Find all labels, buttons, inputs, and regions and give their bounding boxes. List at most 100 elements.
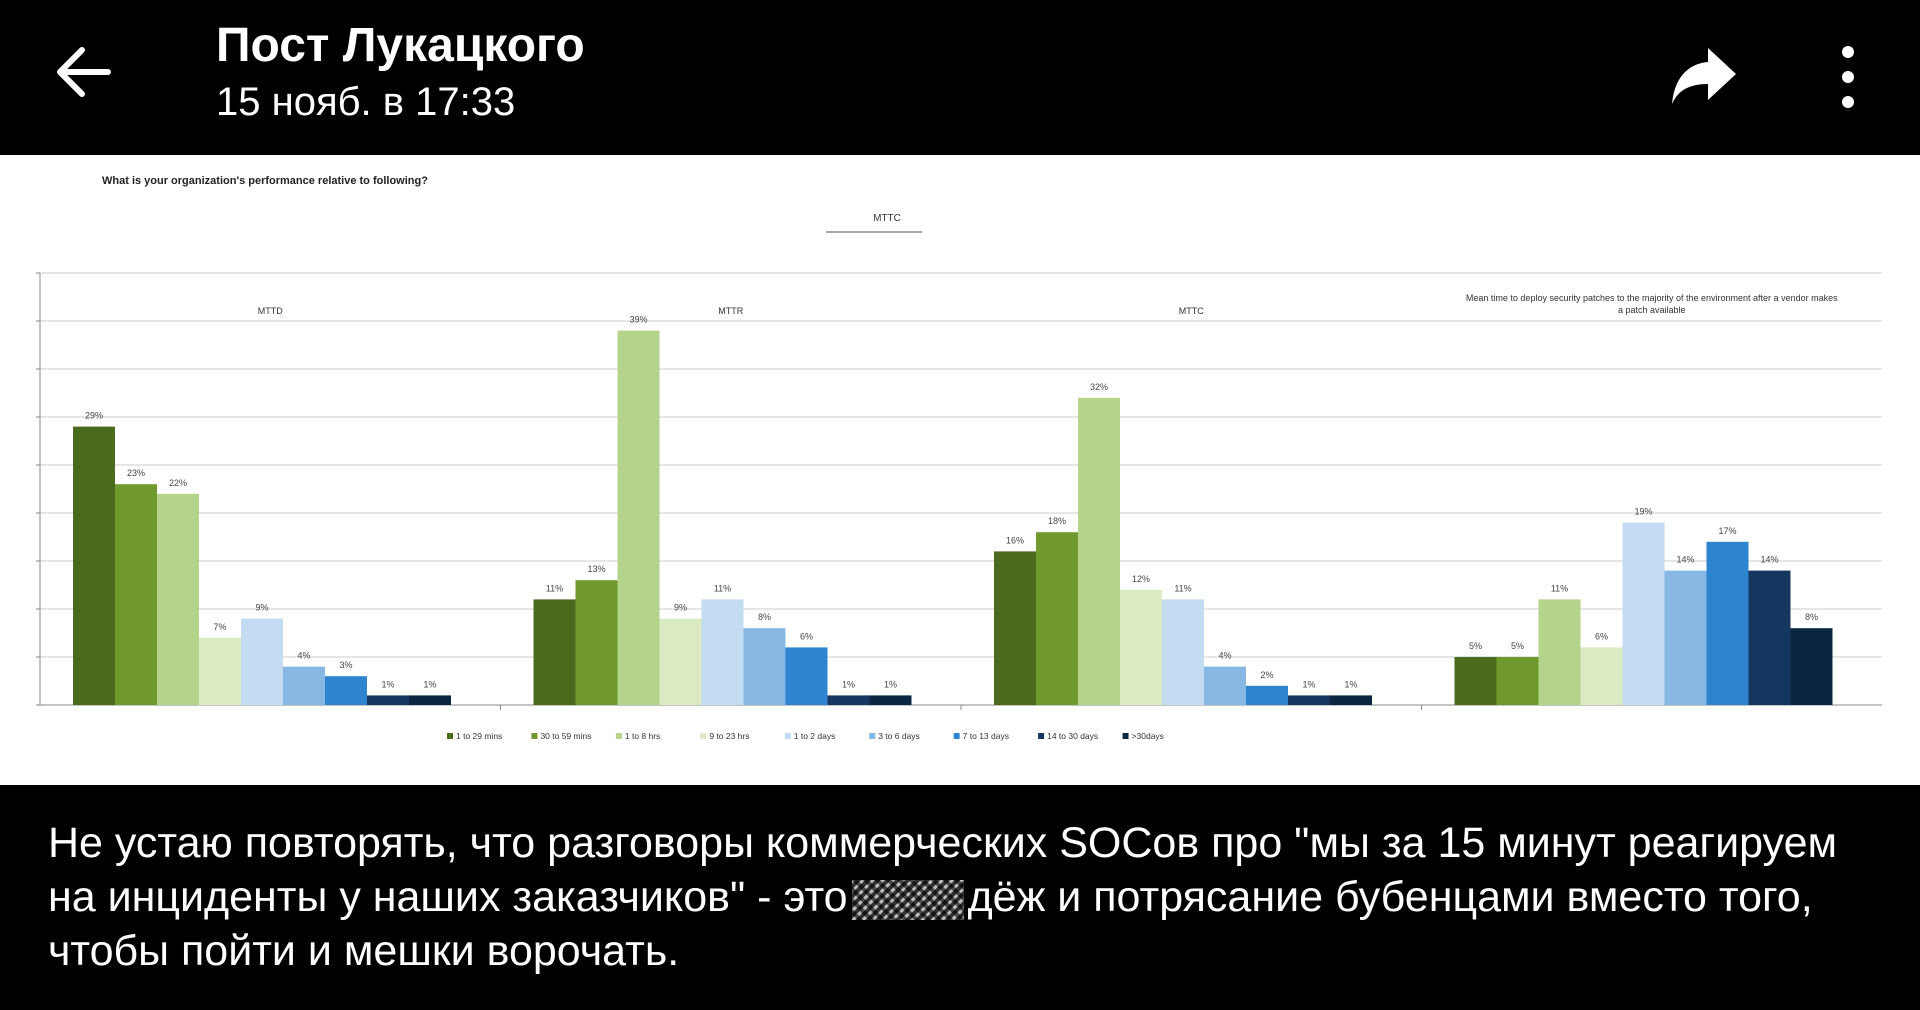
legend-label: 1 to 2 days <box>794 731 836 741</box>
data-label: 1% <box>381 679 394 689</box>
data-label: 1% <box>884 679 897 689</box>
data-label: 11% <box>714 583 731 593</box>
data-label: 6% <box>800 631 813 641</box>
data-label: 11% <box>1174 583 1191 593</box>
caption-text-before: Не устаю повторять, что разговоры коммер… <box>48 819 1838 921</box>
data-label: 14% <box>1760 555 1778 565</box>
bar <box>785 647 828 705</box>
group-label: MTTR <box>718 306 743 316</box>
share-icon[interactable] <box>1668 42 1740 108</box>
group-label: MTTD <box>258 306 283 316</box>
data-label: 23% <box>127 468 145 478</box>
data-label: 4% <box>1218 651 1231 661</box>
legend-swatch <box>953 733 960 739</box>
data-label: 39% <box>629 315 647 325</box>
chart-title: What is your organization's performance … <box>102 175 428 187</box>
bar <box>1078 397 1120 705</box>
data-label: 13% <box>587 564 605 574</box>
bar <box>367 695 409 705</box>
bar <box>1246 685 1288 705</box>
legend-swatch <box>784 733 791 739</box>
legend-swatch <box>615 733 622 739</box>
bar <box>1288 695 1330 705</box>
data-label: 12% <box>1132 574 1150 584</box>
legend-swatch <box>1038 733 1045 739</box>
bar <box>1538 599 1581 705</box>
data-label: 8% <box>1805 612 1818 622</box>
legend-label: 30 to 59 mins <box>540 731 591 741</box>
bar <box>241 618 283 705</box>
bar <box>1120 589 1162 705</box>
bar <box>1706 541 1749 705</box>
legend-label: 3 to 6 days <box>878 731 920 741</box>
legend: 1 to 29 mins 30 to 59 mins 1 to 8 hrs 9 to … <box>447 731 1164 741</box>
bar <box>827 695 870 705</box>
bar <box>1580 647 1623 705</box>
legend-swatch <box>869 733 876 739</box>
bar <box>409 695 451 705</box>
data-label: 1% <box>1344 679 1357 689</box>
bar <box>1162 599 1204 705</box>
bar <box>743 628 786 705</box>
bar-chart: What is your organization's performance … <box>36 175 1882 741</box>
data-label: 5% <box>1511 641 1524 651</box>
data-label: 11% <box>1551 583 1568 593</box>
data-label: 18% <box>1048 516 1066 526</box>
bar <box>199 637 241 705</box>
legend-label: 1 to 29 mins <box>456 731 502 741</box>
group-label: MTTC <box>1179 306 1204 316</box>
bars: 29% 23% 22% 7% 9% 4% 3% 1% 1% 11% 13% 39% 9% 11% 8% 6% 1… <box>73 315 1833 705</box>
bar <box>1454 657 1497 705</box>
bar <box>1036 532 1078 705</box>
legend-label: 7 to 13 days <box>963 731 1009 741</box>
bar <box>1790 628 1833 705</box>
data-label: 16% <box>1006 535 1024 545</box>
bar <box>575 580 618 705</box>
data-label: 6% <box>1595 631 1608 641</box>
data-label: 1% <box>423 679 436 689</box>
bar <box>73 426 115 705</box>
bar <box>617 330 660 705</box>
bar <box>115 484 157 705</box>
group-label: a patch available <box>1618 305 1686 315</box>
legend-label: 14 to 30 days <box>1047 731 1098 741</box>
data-label: 5% <box>1469 641 1482 651</box>
bar <box>533 599 576 705</box>
legend-label: >30days <box>1132 731 1164 741</box>
group-labels: MTTD MTTR MTTC Mean time to deploy security… <box>258 293 1838 710</box>
post-title: Пост Лукацкого <box>216 19 585 72</box>
gridlines <box>36 272 1882 706</box>
data-label: 4% <box>297 651 310 661</box>
data-label: 7% <box>213 622 226 632</box>
bar <box>283 666 325 705</box>
data-label: 3% <box>339 660 352 670</box>
bar <box>1664 570 1707 705</box>
more-vertical-icon[interactable] <box>1830 44 1866 110</box>
bar <box>157 493 199 705</box>
bar <box>1748 570 1791 705</box>
bar <box>994 551 1036 705</box>
arrow-left-icon[interactable] <box>48 36 120 108</box>
data-label: 29% <box>85 411 103 421</box>
data-label: 9% <box>255 603 268 613</box>
bar <box>1330 695 1372 705</box>
bar <box>1622 522 1665 705</box>
post-timestamp: 15 нояб. в 17:33 <box>216 80 516 124</box>
post-image[interactable]: What is your organization's performance … <box>0 155 1920 785</box>
caption-text-after: дёж и потрясание бубенцами вместо того, … <box>48 873 1813 975</box>
data-label: 2% <box>1260 670 1273 680</box>
legend-label: 9 to 23 hrs <box>709 731 749 741</box>
data-label: 17% <box>1718 526 1736 536</box>
bar <box>325 676 367 705</box>
legend-swatch <box>1122 733 1129 739</box>
group-label: Mean time to deploy security patches to … <box>1466 293 1838 303</box>
data-label: 11% <box>546 583 563 593</box>
top-bar: Пост Лукацкого 15 нояб. в 17:33 <box>0 0 1920 155</box>
legend-swatch <box>700 733 707 739</box>
post-caption: Не устаю повторять, что разговоры коммер… <box>48 816 1888 978</box>
legend-swatch <box>531 733 538 739</box>
bar <box>869 695 912 705</box>
bar <box>1496 657 1539 705</box>
legend-swatch <box>447 733 453 739</box>
legend-label: 1 to 8 hrs <box>625 731 660 741</box>
